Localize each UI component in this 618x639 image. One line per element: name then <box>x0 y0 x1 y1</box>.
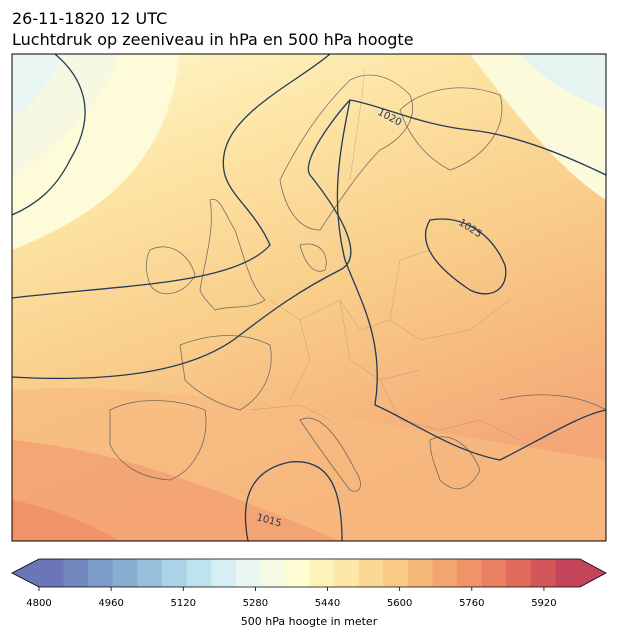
isobar-line <box>12 54 86 216</box>
isobar-line <box>12 54 331 299</box>
isobars <box>12 54 606 541</box>
colorbar-max-extend <box>580 559 606 587</box>
colorbar-segment <box>211 559 237 587</box>
isobar-line <box>336 99 606 461</box>
france-west-coast <box>179 335 272 411</box>
colorbar-tick-label: 5760 <box>459 598 485 609</box>
colorbar-segment <box>383 559 409 587</box>
colorbar-segment <box>63 559 89 587</box>
isobar-line-1025 <box>424 218 507 295</box>
colorbar-segment <box>481 559 507 587</box>
colorbar-segment <box>407 559 433 587</box>
border-line <box>439 419 521 441</box>
ireland <box>145 246 196 294</box>
map-frame <box>11 53 607 542</box>
colorbar-segment <box>137 559 163 587</box>
colorbar-segment <box>334 559 360 587</box>
colorbar-segment <box>186 559 212 587</box>
colorbar-segment <box>432 559 458 587</box>
height-band-warm-southwest <box>12 440 340 541</box>
colorbar-segment <box>88 559 114 587</box>
border-line <box>419 299 511 341</box>
country-borders <box>249 69 521 441</box>
scandinavia <box>279 74 413 231</box>
colorbar-segment <box>530 559 556 587</box>
height-band-cold-northeast <box>520 54 606 110</box>
map-panel <box>12 54 606 541</box>
border-line <box>349 69 366 181</box>
colorbar-tick-label: 4800 <box>26 598 52 609</box>
colorbar-segment <box>112 559 138 587</box>
colorbar-tick-label: 5440 <box>314 598 341 609</box>
colorbar-segment <box>161 559 188 587</box>
colorbar-tick-label: 4960 <box>98 598 124 609</box>
colorbar-segment <box>506 559 532 587</box>
border-line <box>389 249 431 321</box>
colorbar-tick-label: 5120 <box>170 598 196 609</box>
border-line <box>339 299 421 381</box>
colorbar-segment <box>309 559 335 587</box>
map-title-date: 26-11-1820 12 UTC <box>12 9 168 28</box>
finland <box>399 87 503 171</box>
colorbar-title: 500 hPa hoogte in meter <box>240 615 378 628</box>
colorbar-tick-label: 5280 <box>242 598 269 609</box>
isobar-line <box>12 99 606 380</box>
colorbar-tick-label: 5920 <box>531 598 557 609</box>
colorbar-segment <box>555 559 581 587</box>
colorbar-tick-label: 5600 <box>386 598 413 609</box>
height-band-warmest-southwest <box>12 500 120 541</box>
colorbar-segment <box>284 559 310 587</box>
iberian-peninsula <box>109 400 207 481</box>
black-sea-coast <box>499 394 606 411</box>
colorbar <box>11 558 607 591</box>
border-line <box>379 379 441 431</box>
colorbar-segment <box>260 559 286 587</box>
border-line <box>269 299 421 341</box>
colorbar-segment <box>358 559 384 587</box>
map-title-description: Luchtdruk op zeeniveau in hPa en 500 hPa… <box>12 30 414 49</box>
colorbar-segment <box>457 559 483 587</box>
italy <box>299 417 361 492</box>
border-line <box>289 319 311 401</box>
colorbar-min-extend <box>12 559 39 587</box>
greece <box>429 436 481 490</box>
isobar-line-1015 <box>244 461 343 541</box>
colorbar-segment <box>235 559 261 587</box>
border-line <box>249 404 331 421</box>
colorbar-segment <box>39 559 65 587</box>
denmark <box>299 243 327 272</box>
height-band-coldest-northwest <box>12 54 60 120</box>
